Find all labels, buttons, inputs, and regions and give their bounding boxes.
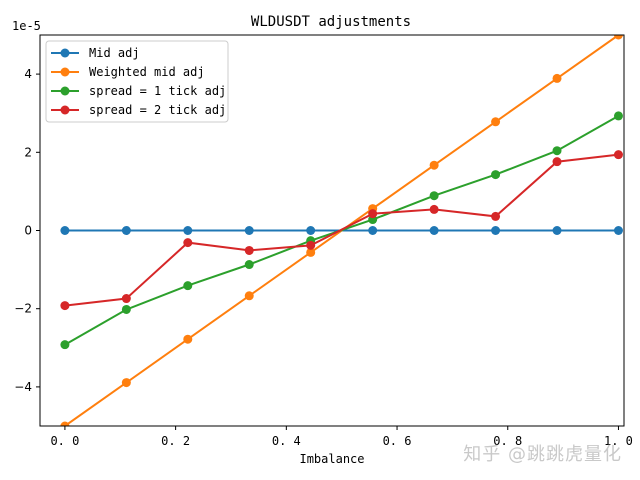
y-tick-label: −2 xyxy=(14,302,32,316)
data-point xyxy=(183,238,193,248)
data-point xyxy=(306,240,316,250)
data-point xyxy=(491,226,501,235)
data-point xyxy=(244,291,254,301)
data-point xyxy=(121,294,131,304)
y-tick-label: −4 xyxy=(14,380,32,394)
data-point xyxy=(183,334,193,344)
data-point xyxy=(60,301,70,311)
data-point xyxy=(613,35,623,40)
data-point xyxy=(429,204,439,214)
legend-entry: Weighted mid adj xyxy=(51,65,205,79)
series-spread-2-tick-adj xyxy=(60,150,623,311)
data-point xyxy=(121,226,131,235)
legend-entry: spread = 1 tick adj xyxy=(51,84,226,98)
data-point xyxy=(491,117,501,127)
data-point xyxy=(60,421,70,426)
y-axis-ticks: −4 −2 0 2 4 xyxy=(14,67,40,394)
data-point xyxy=(183,226,193,235)
data-point xyxy=(613,150,623,160)
data-point xyxy=(613,111,623,121)
y-scale-label: 1e-5 xyxy=(12,19,41,33)
data-point xyxy=(244,245,254,255)
x-axis-ticks: 0. 0 0. 2 0. 4 0. 6 0. 8 1. 0 xyxy=(50,426,633,448)
data-point xyxy=(244,226,254,235)
x-axis-label: Imbalance xyxy=(299,452,364,466)
y-tick-label: 4 xyxy=(24,67,32,81)
data-point xyxy=(306,226,316,235)
data-point xyxy=(244,260,254,270)
data-point xyxy=(429,226,439,235)
data-point xyxy=(491,211,501,221)
data-point xyxy=(121,304,131,314)
data-point xyxy=(552,226,562,235)
x-tick-label: 0. 8 xyxy=(493,434,522,448)
data-point xyxy=(429,160,439,170)
data-point xyxy=(429,191,439,201)
x-tick-label: 1. 0 xyxy=(604,434,633,448)
plot-area xyxy=(60,35,623,426)
data-point xyxy=(552,157,562,167)
data-point xyxy=(491,170,501,180)
data-point xyxy=(60,226,70,235)
data-point xyxy=(121,378,131,388)
data-point xyxy=(368,209,378,219)
x-tick-label: 0. 6 xyxy=(383,434,412,448)
x-tick-label: 0. 2 xyxy=(161,434,190,448)
data-point xyxy=(613,226,623,235)
data-point xyxy=(60,340,70,350)
watermark: 知乎 @跳跳虎量化 xyxy=(463,444,622,465)
data-point xyxy=(306,247,316,257)
data-point xyxy=(552,73,562,83)
x-tick-label: 0. 4 xyxy=(272,434,301,448)
legend-label: Mid adj xyxy=(89,46,140,60)
y-tick-label: 0 xyxy=(24,224,32,238)
legend-entry: Mid adj xyxy=(51,46,140,60)
data-point xyxy=(183,281,193,291)
legend-entry: spread = 2 tick adj xyxy=(51,103,226,117)
legend: Mid adj Weighted mid adj spread = 1 tick a… xyxy=(45,40,229,123)
legend-label: Weighted mid adj xyxy=(89,65,205,79)
data-point xyxy=(368,226,378,235)
data-point xyxy=(552,146,562,156)
legend-label: spread = 1 tick adj xyxy=(89,84,226,98)
x-tick-label: 0. 0 xyxy=(50,434,79,448)
chart-title: WLDUSDT adjustments xyxy=(251,14,411,30)
y-tick-label: 2 xyxy=(24,145,32,159)
legend-label: spread = 2 tick adj xyxy=(89,103,226,117)
